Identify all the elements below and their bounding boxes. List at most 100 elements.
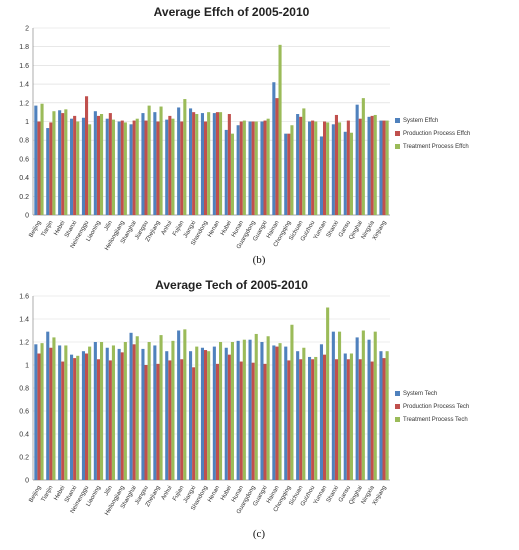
bar [361,330,365,480]
bar [96,115,100,215]
chart-title: Average Tech of 2005-2010 [155,278,308,292]
bar [108,113,112,215]
bar [272,82,276,215]
bar [177,330,181,480]
bar [227,354,231,480]
bar [263,120,267,215]
bar [331,124,335,215]
bar [46,331,50,480]
bar [156,363,160,480]
bar [224,129,228,215]
y-tick-label: 1.2 [19,340,29,347]
y-tick-label: 1.4 [19,82,29,89]
bar [358,118,362,215]
bar [168,360,172,480]
bar [302,347,306,480]
bar [189,108,193,215]
bar [349,132,353,215]
bar [323,354,327,480]
bar [212,113,216,215]
legend-label: System Tech [403,391,437,397]
chart-title: Average Effch of 2005-2010 [154,5,310,19]
category-label: Tianjin [41,220,55,238]
bar [224,347,228,480]
bar [64,345,68,480]
bar [61,361,65,480]
bar [284,346,288,480]
bar [334,114,338,215]
bar [379,351,383,480]
bar [64,109,68,215]
bar [117,348,121,480]
bar [385,351,389,480]
bar [367,339,371,480]
bar [70,354,74,480]
bar [105,347,109,480]
bar [337,122,342,215]
bar [177,107,181,215]
y-tick-label: 1 [25,119,29,126]
bar [382,358,386,480]
bar [230,133,234,215]
bar [308,356,312,480]
bar [81,351,86,480]
legend-swatch [395,144,400,149]
bar [76,121,80,215]
y-tick-label: 1 [25,363,29,370]
bar [242,339,246,480]
y-tick-label: 0.6 [19,156,29,163]
bar [343,131,347,215]
bar [260,121,264,215]
bar [230,342,234,480]
bar [37,121,41,215]
bar [73,358,77,480]
bar [195,346,199,480]
bar [189,351,193,480]
bar [153,112,157,215]
legend-swatch [395,131,400,136]
bar [111,345,115,480]
legend-label: Treatment Process Tech [403,417,468,423]
bar [343,353,347,480]
bar [314,356,318,480]
bar [159,106,163,215]
bar [385,120,389,215]
bar [278,343,282,480]
bar [382,120,386,215]
bar [236,340,240,480]
bar [302,108,306,215]
bar [239,121,243,215]
bar [180,359,184,480]
bar [207,351,211,480]
legend-swatch [395,118,400,123]
bar [88,124,92,215]
y-tick-label: 1.8 [19,44,29,51]
bar [331,331,335,480]
legend-swatch [395,391,400,396]
bar [349,353,353,480]
bar [120,352,124,480]
y-tick-label: 0.8 [19,386,29,393]
bar [61,113,65,215]
legend-label: Treatment Process Effch [403,144,469,150]
bar [144,365,148,480]
category-label: Tianjin [41,485,55,503]
bar [218,342,223,480]
bar [183,329,187,480]
bar [37,353,41,480]
bar [99,114,104,215]
bar [46,128,50,215]
bar [147,342,151,480]
bar [165,351,169,480]
bar [171,340,175,480]
bar [132,344,136,480]
bar [129,332,133,480]
y-tick-label: 0.4 [19,432,29,439]
bar [207,112,211,215]
bar [319,136,324,215]
bar [337,331,342,480]
bar [195,114,199,215]
category-label: Jilin [104,220,114,232]
